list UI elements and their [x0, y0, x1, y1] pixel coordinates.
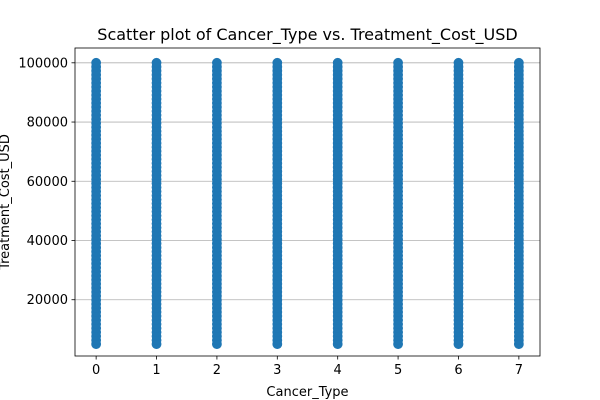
scatter-point [212, 57, 222, 68]
x-tick-label: 3 [273, 363, 281, 378]
scatter-points [91, 57, 524, 350]
scatter-column-5 [393, 57, 403, 350]
scatter-point [453, 57, 464, 68]
x-tick-label: 1 [152, 363, 160, 378]
y-tick-label: 20000 [27, 293, 68, 308]
x-tick-label: 7 [515, 363, 523, 378]
scatter-point [513, 57, 524, 68]
scatter-point [91, 57, 102, 68]
scatter-column-4 [332, 57, 343, 350]
x-tick-label: 6 [454, 363, 462, 378]
grid-lines [75, 62, 540, 301]
x-axis-ticks: 0 1 2 3 4 5 6 7 [92, 356, 523, 378]
x-axis-label: Cancer_Type [266, 385, 348, 400]
y-tick-label: 100000 [18, 56, 68, 71]
y-axis-ticks: 20000 40000 60000 80000 100000 [18, 56, 75, 308]
scatter-column-1 [151, 57, 162, 350]
y-tick-label: 40000 [27, 234, 68, 249]
scatter-point [151, 57, 162, 68]
x-tick-label: 2 [213, 363, 221, 378]
scatter-point [393, 57, 403, 68]
scatter-column-3 [272, 57, 283, 350]
y-tick-label: 80000 [27, 116, 68, 131]
x-tick-label: 0 [92, 363, 100, 378]
scatter-column-0 [91, 57, 102, 350]
scatter-column-6 [453, 57, 464, 350]
x-tick-label: 5 [394, 363, 402, 378]
x-tick-label: 4 [334, 363, 342, 378]
scatter-column-7 [513, 57, 524, 350]
plot-area-frame [74, 47, 541, 357]
scatter-point [332, 57, 343, 68]
scatter-point [272, 57, 283, 68]
chart-title: Scatter plot of Cancer_Type vs. Treatmen… [97, 25, 517, 45]
y-axis-label: Treatment_Cost_USD [0, 134, 13, 271]
scatter-column-2 [212, 57, 222, 350]
y-tick-label: 60000 [27, 175, 68, 190]
